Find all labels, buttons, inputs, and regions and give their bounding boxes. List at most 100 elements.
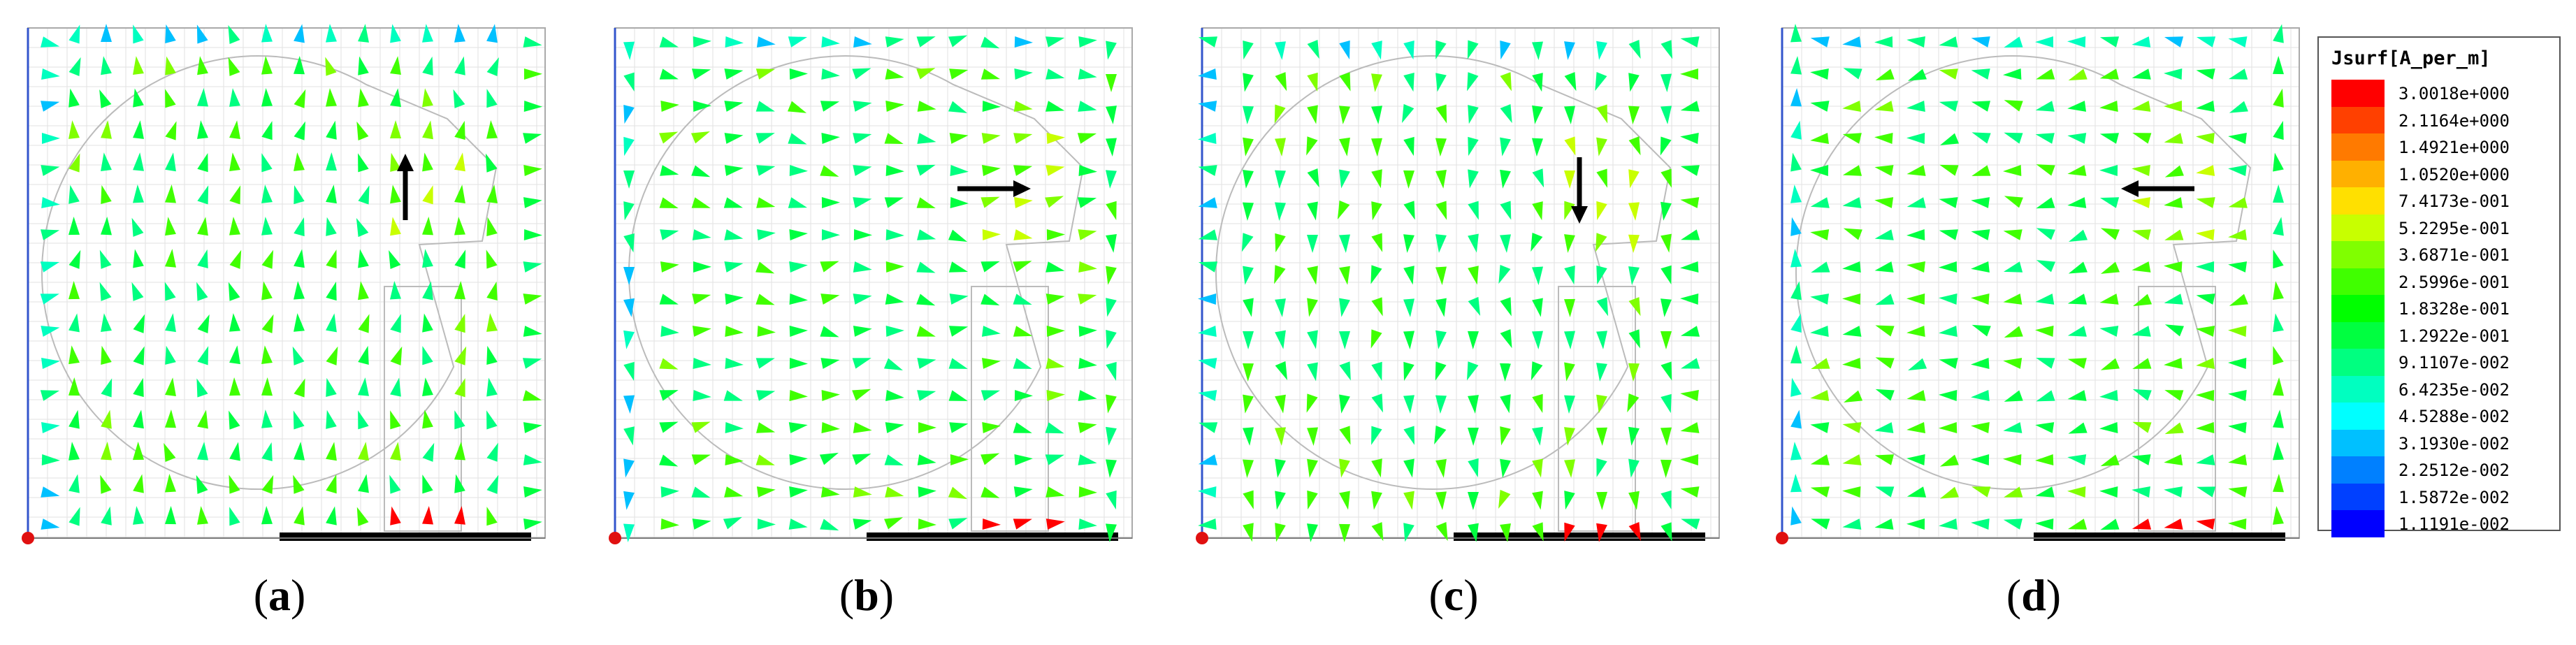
legend-swatch: [2331, 321, 2385, 349]
current-vector: [1198, 519, 1217, 530]
current-vector: [724, 101, 744, 112]
current-vector: [693, 261, 711, 273]
legend-swatch: [2331, 403, 2385, 430]
current-vector: [1564, 459, 1575, 478]
current-vector: [1842, 422, 1862, 433]
current-vectors: [623, 35, 1117, 542]
current-vector: [2067, 454, 2087, 465]
current-vector: [1628, 136, 1641, 156]
current-vector: [1810, 68, 1829, 80]
current-vector: [523, 261, 542, 273]
current-vector: [757, 326, 776, 337]
current-vector: [2036, 164, 2055, 176]
ground-plane: [867, 532, 1118, 541]
current-vector: [1790, 88, 1802, 107]
current-vector: [197, 185, 209, 205]
current-vector: [1045, 358, 1065, 369]
current-vector: [2067, 101, 2087, 112]
current-vector: [454, 249, 466, 269]
current-vector: [228, 57, 240, 76]
current-vector: [623, 426, 635, 446]
current-vector: [1307, 458, 1318, 478]
current-vector: [2035, 422, 2055, 433]
current-vector: [1628, 106, 1640, 124]
current-vector: [1628, 458, 1640, 478]
current-vector: [2004, 326, 2023, 338]
current-vector: [41, 197, 60, 208]
current-vector: [1500, 394, 1511, 414]
current-vector: [1467, 40, 1479, 59]
current-vector: [1874, 36, 1893, 48]
current-vector: [1402, 103, 1414, 124]
current-vector: [1013, 519, 1032, 530]
current-vector: [1403, 395, 1414, 414]
current-vector: [1875, 486, 1895, 498]
current-vector: [852, 68, 871, 80]
current-vector: [1198, 101, 1217, 112]
current-vector: [820, 358, 840, 369]
current-vector: [2164, 68, 2183, 80]
current-vector: [2035, 519, 2054, 530]
current-vector: [99, 249, 112, 269]
current-vector: [1500, 40, 1511, 60]
current-vector: [1874, 422, 1894, 433]
legend-swatch: [2331, 375, 2385, 403]
legend-value: 2.2512e-002: [2398, 461, 2510, 480]
current-vector: [1078, 454, 1097, 465]
current-vector: [294, 281, 305, 300]
current-vector: [1243, 202, 1254, 221]
current-vector: [2132, 421, 2152, 433]
current-vector: [1874, 519, 1894, 530]
current-vector: [789, 261, 808, 273]
current-vector: [1842, 165, 1862, 176]
current-vector: [1339, 298, 1350, 317]
current-vector: [101, 345, 112, 365]
current-vector: [692, 229, 711, 240]
current-vector: [1906, 197, 1926, 208]
current-vector: [789, 486, 808, 498]
current-vector: [1013, 486, 1033, 498]
current-vector: [917, 133, 936, 144]
current-vector: [1939, 454, 1959, 467]
current-vector: [1906, 165, 1926, 176]
current-vector: [820, 486, 840, 498]
current-vector: [2068, 261, 2087, 274]
current-vector: [229, 217, 240, 235]
current-vector: [228, 24, 240, 44]
mesh-grid: [614, 27, 1132, 538]
current-vector: [884, 454, 904, 465]
current-vector: [1596, 491, 1607, 510]
current-vector: [261, 217, 273, 235]
current-vector: [1660, 233, 1672, 253]
current-vector: [724, 133, 744, 144]
current-vector: [165, 24, 176, 44]
current-vector: [1274, 265, 1286, 284]
current-vector: [1243, 394, 1254, 414]
current-vector: [422, 377, 433, 397]
current-vector: [390, 281, 401, 300]
current-vector: [2132, 229, 2151, 240]
current-vector: [197, 153, 208, 173]
current-vector: [1243, 523, 1254, 542]
current-vector: [1078, 519, 1097, 530]
current-vector: [261, 377, 273, 396]
current-vector: [486, 24, 498, 43]
current-vector: [422, 346, 433, 365]
current-vector: [853, 293, 872, 305]
current-vector: [789, 326, 808, 337]
current-direction-arrow: [397, 154, 414, 220]
current-vector: [623, 41, 635, 60]
current-vector: [1013, 101, 1033, 112]
current-vector: [1435, 330, 1447, 349]
current-vector: [2132, 197, 2151, 208]
current-vector: [1243, 427, 1254, 446]
current-vector: [1532, 105, 1543, 124]
current-vector: [1275, 72, 1287, 92]
current-vector: [723, 197, 743, 208]
current-vector: [2164, 519, 2183, 530]
current-vector: [1339, 234, 1350, 253]
field-plot: [22, 24, 546, 544]
current-vector: [1013, 261, 1032, 273]
current-vector: [523, 422, 542, 433]
circular-patch-outline: [41, 55, 498, 490]
